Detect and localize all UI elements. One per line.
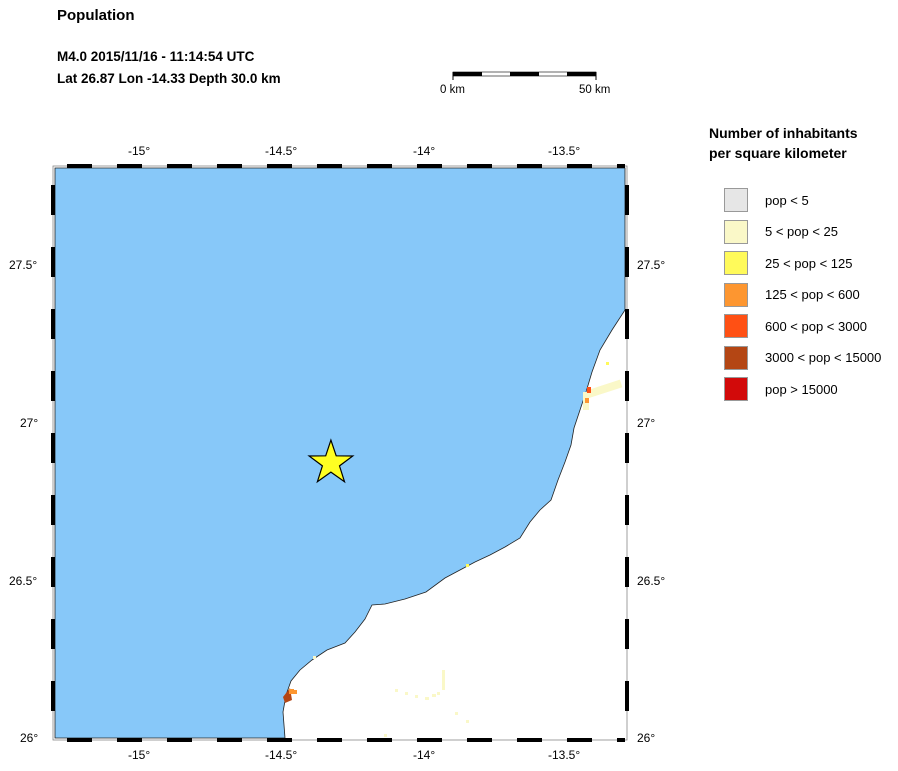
map-area[interactable]	[51, 164, 629, 742]
lat-tick-right: 26°	[637, 731, 656, 745]
lat-tick-left: 27°	[20, 416, 39, 430]
legend-label: 600 < pop < 3000	[765, 318, 867, 334]
legend-swatch	[724, 251, 748, 275]
lat-tick-right: 27.5°	[637, 258, 666, 272]
legend-item: 5 < pop < 25	[724, 219, 839, 244]
lat-tick-right: 26.5°	[637, 574, 666, 588]
epicenter-star-icon	[307, 438, 355, 484]
lat-tick-left: 26.5°	[9, 574, 38, 588]
map-frame	[51, 164, 629, 742]
lat-tick-right: 27°	[637, 416, 656, 430]
lon-tick-bottom: -15°	[128, 748, 151, 762]
legend-swatch	[724, 314, 748, 338]
legend-swatch	[724, 282, 748, 307]
scale-start-label: 0 km	[440, 84, 465, 96]
legend-swatch	[724, 219, 748, 244]
lat-tick-left: 26°	[20, 731, 39, 745]
lon-tick-top: -14°	[413, 144, 436, 158]
lon-tick-top: -14.5°	[265, 144, 298, 158]
legend-label: 25 < pop < 125	[765, 255, 853, 271]
legend-item: 25 < pop < 125	[724, 251, 852, 275]
legend-swatch	[724, 188, 748, 212]
legend-label: 3000 < pop < 15000	[765, 350, 882, 365]
legend-item: 3000 < pop < 15000	[724, 345, 882, 370]
lon-tick-top: -15°	[128, 144, 151, 158]
lon-tick-top: -13.5°	[548, 144, 581, 158]
legend-label: 125 < pop < 600	[765, 287, 860, 302]
legend-label: pop < 5	[765, 192, 809, 208]
legend-item: pop < 5	[724, 188, 809, 212]
lon-tick-bottom: -13.5°	[548, 748, 581, 762]
event-info: M4.0 2015/11/16 - 11:14:54 UTC	[57, 49, 255, 64]
population-cells	[283, 362, 623, 737]
legend-swatch	[724, 345, 748, 370]
legend-item: pop > 15000	[724, 377, 838, 401]
legend-title-line2: per square kilometer	[709, 145, 847, 161]
scale-end-label: 50 km	[579, 84, 611, 96]
legend-title: Number of inhabitants per square kilomet…	[709, 123, 858, 163]
legend-item: 600 < pop < 3000	[724, 314, 867, 338]
legend-label: 5 < pop < 25	[765, 224, 839, 239]
legend-item: 125 < pop < 600	[724, 282, 860, 307]
lon-tick-bottom: -14°	[413, 748, 436, 762]
event-location: Lat 26.87 Lon -14.33 Depth 30.0 km	[57, 71, 281, 86]
legend-swatch	[724, 377, 748, 401]
legend-title-line1: Number of inhabitants	[709, 125, 858, 141]
map-title: Population	[57, 7, 135, 24]
lat-tick-left: 27.5°	[9, 258, 38, 272]
legend-label: pop > 15000	[765, 381, 838, 397]
lon-tick-bottom: -14.5°	[265, 748, 298, 762]
scale-bar	[452, 71, 597, 80]
